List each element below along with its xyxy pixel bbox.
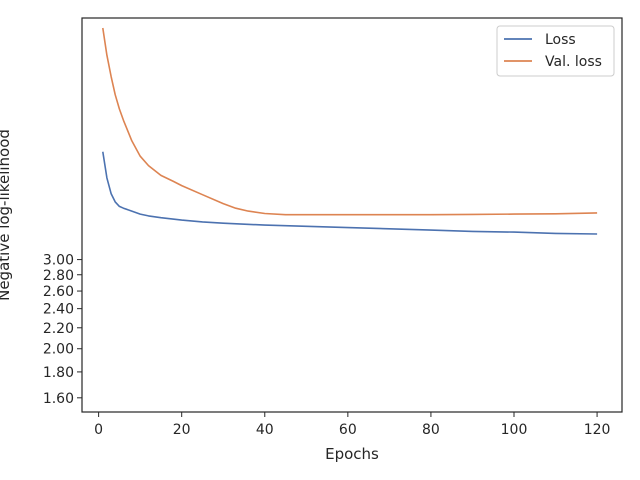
x-tick-label: 120 — [584, 422, 611, 438]
legend: Loss Val. loss — [496, 25, 615, 77]
y-tick-label: 2.00 — [43, 342, 74, 358]
y-tick-label: 2.80 — [43, 268, 74, 284]
y-axis-label: Negative log-likelihood — [0, 129, 13, 301]
x-tick-label: 40 — [256, 422, 274, 438]
plot-frame — [81, 17, 623, 413]
plot-area — [81, 17, 623, 413]
y-tick-label: 3.00 — [43, 253, 74, 269]
y-tick-label: 2.60 — [43, 284, 74, 300]
y-tick-label: 2.40 — [43, 302, 74, 318]
y-tick-label: 2.20 — [43, 321, 74, 337]
y-tick-label: 1.80 — [43, 365, 74, 381]
x-axis: 0 20 40 60 80 100 120 — [94, 412, 610, 438]
series-line-2 — [102, 27, 598, 216]
series-layer — [102, 27, 598, 235]
x-tick-label: 20 — [173, 422, 191, 438]
x-tick-label: 100 — [501, 422, 528, 438]
y-axis: 1.60 1.80 2.00 2.20 2.40 2.602.803.00 — [43, 253, 82, 407]
x-tick-label: 60 — [339, 422, 357, 438]
legend-label-1: Loss — [545, 32, 576, 48]
x-tick-label: 0 — [94, 422, 103, 438]
series-line-1 — [102, 151, 598, 235]
x-axis-label: Epochs — [325, 445, 379, 463]
x-tick-label: 80 — [422, 422, 440, 438]
y-tick-label: 1.60 — [43, 391, 74, 407]
legend-label-2: Val. loss — [545, 54, 602, 70]
